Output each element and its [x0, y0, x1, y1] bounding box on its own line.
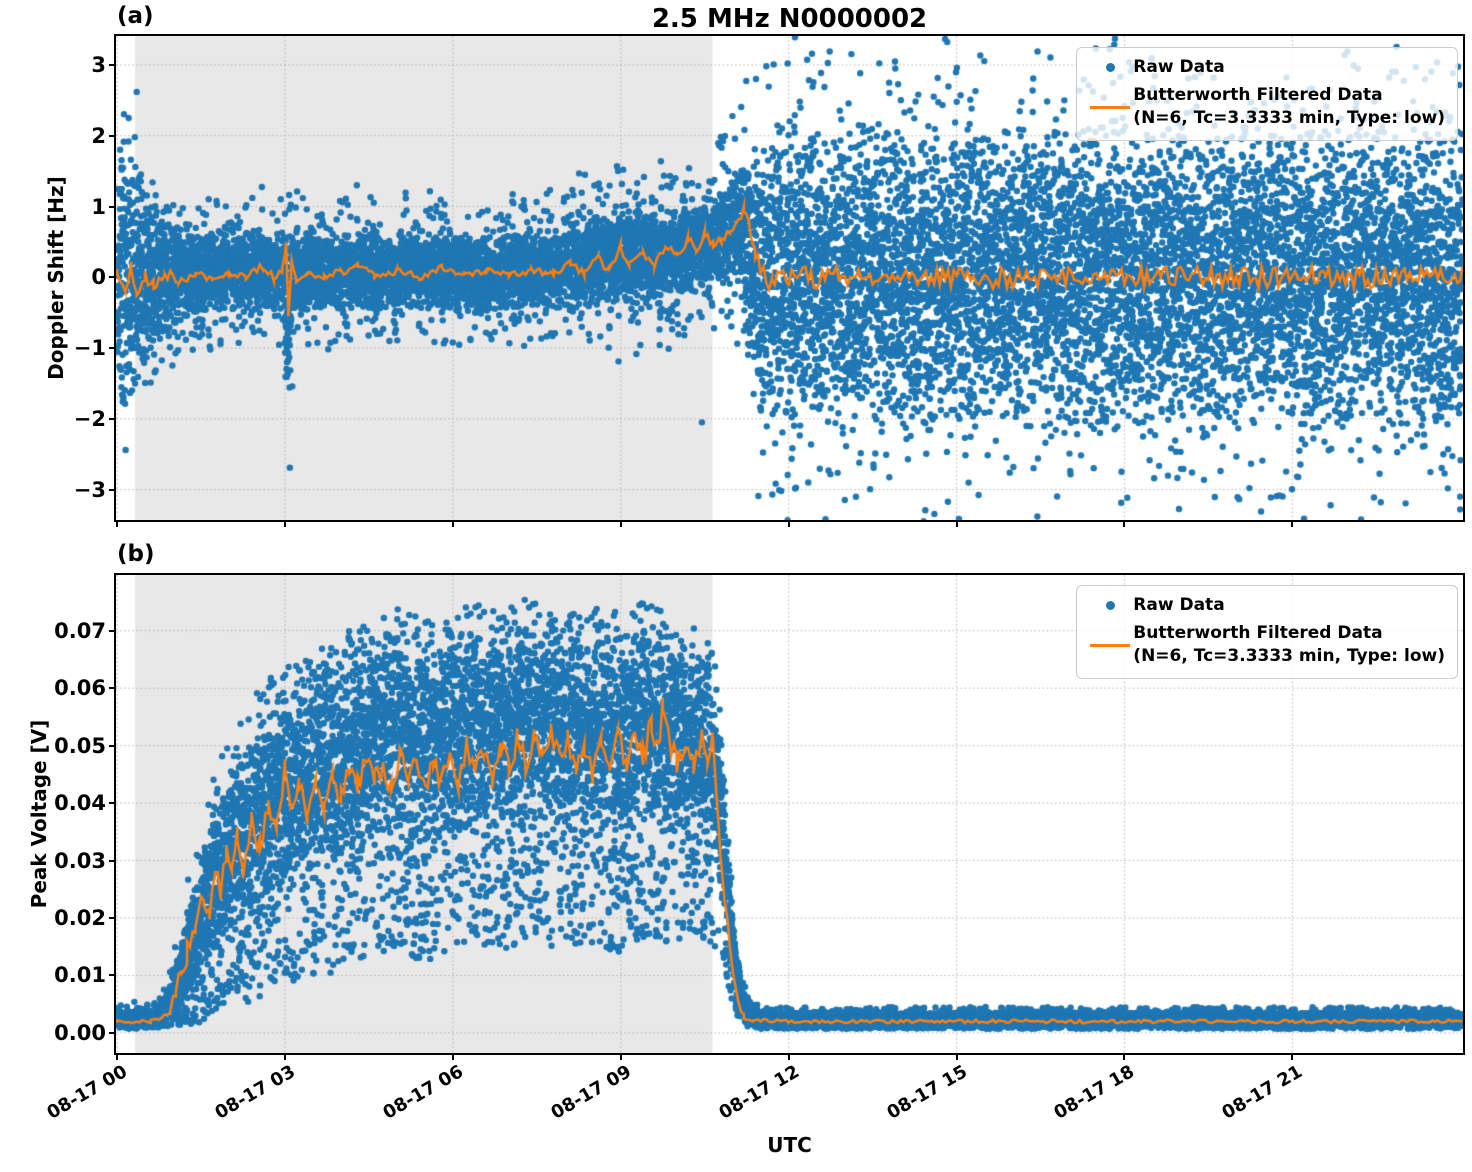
panel-a-xtick-mark: [787, 520, 790, 527]
legend-item-raw-data: Raw Data: [1087, 56, 1445, 79]
panel-b-ytick-label: 0.07: [54, 618, 106, 643]
legend-filtered-label-line1: Butterworth Filtered Data: [1133, 623, 1383, 643]
panel-a-ytick-mark: [109, 205, 116, 208]
panel-a-ytick-label: −2: [73, 406, 106, 431]
legend-item-raw-data: Raw Data: [1087, 594, 1445, 617]
x-axis-tick-label: 08-17 15: [883, 1061, 971, 1124]
panel-b-ytick-label: 0.01: [54, 963, 106, 988]
legend-raw-label: Raw Data: [1133, 57, 1225, 77]
x-axis-tick-label: 08-17 12: [715, 1061, 803, 1124]
panel-a-ytick-label: 0: [91, 265, 106, 290]
panel-a-ytick-mark: [109, 64, 116, 66]
filtered-line-icon: [1090, 105, 1131, 109]
panel-a-tag: (a): [117, 3, 154, 29]
panel-b-ytick-mark: [109, 916, 116, 919]
panel-a-legend: Raw Data Butterworth Filtered Data (N=6,…: [1076, 47, 1458, 141]
filtered-line-icon: [1090, 643, 1131, 647]
panel-b-tag: (b): [117, 541, 155, 567]
legend-filtered-label: Butterworth Filtered Data (N=6, Tc=3.333…: [1133, 622, 1445, 668]
panel-b-ytick-mark: [109, 629, 116, 632]
raw-data-marker-cell: [1087, 63, 1133, 72]
panel-a-ytick-label: −3: [73, 477, 106, 502]
panel-b-xtick-mark: [116, 1053, 119, 1060]
panel-b-ytick-label: 0.03: [54, 848, 106, 873]
panel-b-xtick-mark: [1291, 1053, 1294, 1060]
raw-data-dot-icon: [1105, 63, 1115, 72]
x-axis-tick-label: 08-17 18: [1050, 1061, 1139, 1124]
panel-a-xtick-mark: [955, 520, 958, 527]
panel-a-ytick-label: −1: [73, 336, 106, 361]
panel-b-xtick-mark: [284, 1053, 286, 1060]
panel-b-ytick-mark: [109, 744, 116, 747]
x-axis-tick-label: 08-17 09: [547, 1061, 635, 1124]
panel-b-ytick-label: 0.04: [54, 791, 106, 816]
x-axis-tick-label: 08-17 03: [211, 1061, 299, 1124]
panel-b-ytick-mark: [109, 802, 116, 805]
panel-b-ytick-mark: [109, 1031, 116, 1034]
x-axis-tick-label: 08-17 21: [1218, 1061, 1307, 1124]
panel-b-ytick-mark: [109, 687, 116, 690]
panel-b-ytick-label: 0.05: [54, 733, 106, 758]
panel-b-xtick-mark: [787, 1053, 790, 1060]
panel-b: Raw Data Butterworth Filtered Data (N=6,…: [114, 573, 1465, 1055]
panel-a-xtick-mark: [1123, 520, 1126, 527]
panel-a-ytick-mark: [109, 276, 116, 279]
panel-b-xtick-mark: [619, 1053, 622, 1060]
panel-a-ytick-label: 2: [91, 123, 106, 148]
x-axis-tick-label: 08-17 00: [43, 1061, 132, 1124]
panel-a-ytick-mark: [109, 488, 116, 491]
panel-a-xtick-mark: [1291, 520, 1294, 527]
panel-a-xtick-mark: [619, 520, 622, 527]
x-axis-label: UTC: [767, 1133, 812, 1157]
legend-filtered-label-line2: (N=6, Tc=3.3333 min, Type: low): [1133, 108, 1445, 128]
panel-a-xtick-mark: [284, 520, 286, 527]
panel-a-ytick-mark: [109, 134, 116, 137]
legend-filtered-label: Butterworth Filtered Data (N=6, Tc=3.333…: [1133, 84, 1445, 130]
legend-filtered-label-line2: (N=6, Tc=3.3333 min, Type: low): [1133, 646, 1445, 666]
figure-title: 2.5 MHz N0000002: [651, 4, 928, 34]
raw-data-dot-icon: [1105, 601, 1115, 610]
legend-raw-label: Raw Data: [1133, 595, 1225, 615]
panel-a-ytick-mark: [109, 347, 116, 350]
panel-b-xtick-mark: [1123, 1053, 1126, 1060]
panel-b-ytick-label: 0.02: [54, 905, 106, 930]
panel-a-ytick-label: 1: [91, 194, 106, 219]
panel-b-ytick-label: 0.06: [54, 676, 106, 701]
panel-b-legend: Raw Data Butterworth Filtered Data (N=6,…: [1076, 585, 1458, 679]
panel-a-xtick-mark: [451, 520, 454, 527]
filtered-data-marker-cell: [1087, 105, 1133, 109]
panel-b-ytick-label: 0.00: [54, 1020, 106, 1045]
raw-data-marker-cell: [1087, 601, 1133, 610]
legend-filtered-label-line1: Butterworth Filtered Data: [1133, 85, 1383, 105]
panel-a-ytick-mark: [109, 417, 116, 420]
panel-a-xtick-mark: [116, 520, 119, 527]
legend-item-filtered-data: Butterworth Filtered Data (N=6, Tc=3.333…: [1087, 622, 1445, 668]
panel-b-ytick-mark: [109, 974, 116, 977]
panel-b-xtick-mark: [451, 1053, 454, 1060]
panel-a: Raw Data Butterworth Filtered Data (N=6,…: [114, 34, 1465, 522]
panel-a-ytick-label: 3: [91, 53, 106, 77]
panel-b-xtick-mark: [955, 1053, 958, 1060]
legend-item-filtered-data: Butterworth Filtered Data (N=6, Tc=3.333…: [1087, 84, 1445, 130]
x-axis-tick-label: 08-17 06: [379, 1061, 467, 1124]
filtered-data-marker-cell: [1087, 643, 1133, 647]
panel-b-ytick-mark: [109, 859, 116, 862]
